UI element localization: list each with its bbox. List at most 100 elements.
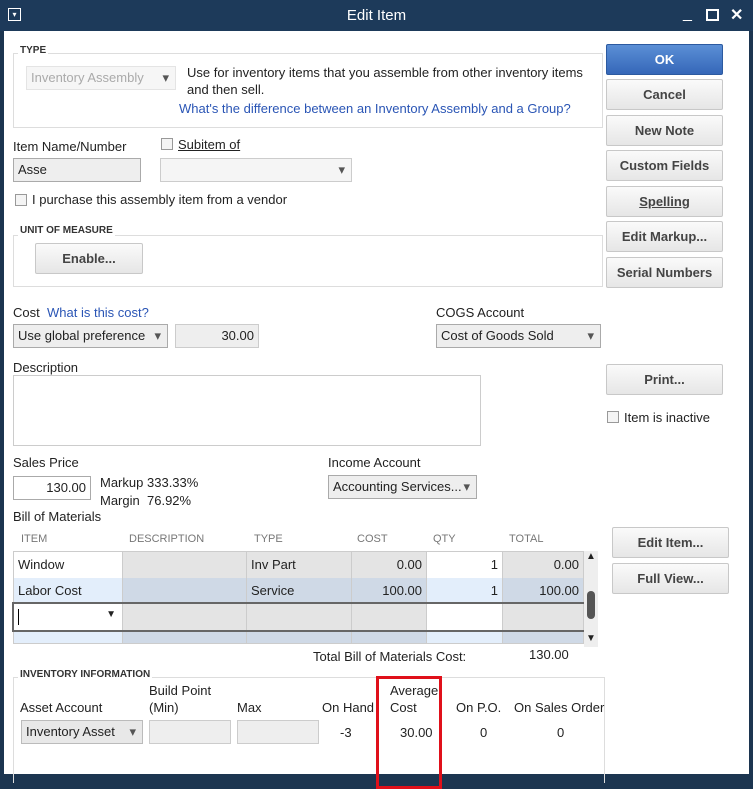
bom-scrollbar[interactable]: ▲ ▼ [584,551,598,647]
cancel-button[interactable]: Cancel [606,79,723,110]
custom-fields-button[interactable]: Custom Fields [606,150,723,181]
assembly-vs-group-link[interactable]: What's the difference between an Invento… [179,101,571,116]
description-label: Description [13,360,79,375]
on-hand-label: On Hand [322,700,375,715]
uom-group [13,235,603,287]
margin-value: 76.92% [147,493,192,508]
item-name-label: Item Name/Number [13,139,127,154]
purchase-from-vendor-label: I purchase this assembly item from a ven… [32,192,288,207]
description-input[interactable] [13,375,481,446]
cogs-account-select[interactable]: Cost of Goods Sold [436,324,601,348]
margin-label: Margin [100,493,140,508]
uom-label: UNIT OF MEASURE [18,225,115,236]
average-cost-label-2: Cost [390,700,417,715]
asset-account-select[interactable]: Inventory Asset [21,720,143,744]
cell-qty[interactable]: 1 [426,577,503,604]
type-select[interactable]: Inventory Assembly [26,66,176,90]
subitem-label: Subitem of [178,137,241,152]
cell-total: 0.00 [502,551,584,578]
cell-item[interactable]: Window [13,551,123,578]
edit-markup-button[interactable]: Edit Markup... [606,221,723,252]
col-qty: QTY [433,533,456,545]
inventory-group [13,677,605,783]
bom-total-label: Total Bill of Materials Cost: [313,649,467,664]
scroll-up-icon[interactable]: ▲ [586,551,596,562]
col-item: ITEM [21,533,48,545]
cell-type: Inv Part [246,551,352,578]
title-bar: ▾ Edit Item _ ✕ [0,0,753,31]
ok-button[interactable]: OK [606,44,723,75]
edit-item-button[interactable]: Edit Item... [612,527,729,558]
bom-grid: Window Inv Part 0.00 1 0.00 Labor Cost S… [11,551,586,644]
enable-uom-button[interactable]: Enable... [35,243,143,274]
serial-numbers-button[interactable]: Serial Numbers [606,257,723,288]
markup-value: 333.33% [147,475,199,490]
max-label: Max [237,700,262,715]
cell-cost: 100.00 [351,577,427,604]
average-cost-highlight [376,676,442,789]
type-label: TYPE [18,45,49,56]
average-cost-label: Average [390,683,439,698]
asset-account-label: Asset Account [20,700,103,715]
on-sales-order-value: 0 [557,725,565,740]
col-description: DESCRIPTION [129,533,205,545]
bom-table: ITEM DESCRIPTION TYPE COST QTY TOTAL Win… [11,529,598,647]
scroll-down-icon[interactable]: ▼ [586,633,596,644]
table-row[interactable]: Labor Cost Service 100.00 1 100.00 [13,577,584,604]
minimize-icon[interactable]: _ [683,5,692,22]
income-account-select[interactable]: Accounting Services... [328,475,477,499]
table-row [13,629,584,644]
table-row[interactable]: Window Inv Part 0.00 1 0.00 [13,551,584,578]
on-po-label: On P.O. [456,700,502,715]
purchase-from-vendor-checkbox[interactable] [15,194,27,206]
on-sales-order-label: On Sales Order [514,700,605,715]
cell-description [122,551,247,578]
cogs-label: COGS Account [436,305,525,320]
new-item-select[interactable]: ▼ [13,603,123,630]
scroll-thumb[interactable] [587,591,595,619]
close-icon[interactable]: ✕ [730,7,744,24]
maximize-icon[interactable] [706,9,719,21]
inactive-checkbox[interactable] [607,411,619,423]
subitem-checkbox[interactable] [161,138,173,150]
build-point-label: Build Point [149,683,212,698]
spelling-button[interactable]: Spelling [606,186,723,217]
on-po-value: 0 [480,725,488,740]
chevron-down-icon: ▼ [106,608,116,620]
cost-input[interactable]: 30.00 [175,324,259,348]
full-view-button[interactable]: Full View... [612,563,729,594]
sales-price-label: Sales Price [13,455,79,470]
build-point-min-label: (Min) [149,700,179,715]
cost-preference-select[interactable]: Use global preference [13,324,168,348]
type-description-2: and then sell. [187,82,265,97]
type-description: Use for inventory items that you assembl… [187,65,583,80]
inventory-label: INVENTORY INFORMATION [18,669,153,680]
max-input[interactable] [237,720,319,744]
system-menu-icon[interactable]: ▾ [8,8,21,21]
cell-item[interactable]: Labor Cost [13,577,123,604]
cell-total: 100.00 [502,577,584,604]
average-cost-value: 30.00 [400,725,433,740]
cost-label: Cost [13,305,40,320]
bom-label: Bill of Materials [13,509,102,524]
bom-total-value: 130.00 [529,647,569,662]
cell-type: Service [246,577,352,604]
cell-qty[interactable]: 1 [426,551,503,578]
type-group [13,53,603,128]
cell-cost: 0.00 [351,551,427,578]
new-note-button[interactable]: New Note [606,115,723,146]
edit-item-dialog: TYPE Inventory Assembly Use for inventor… [4,31,749,789]
col-type: TYPE [254,533,283,545]
window-title: Edit Item [346,7,407,24]
build-point-input[interactable] [149,720,231,744]
print-button[interactable]: Print... [606,364,723,395]
what-is-cost-link[interactable]: What is this cost? [47,305,149,320]
markup-label: Markup [100,475,144,490]
subitem-select[interactable] [160,158,352,182]
table-row-new[interactable]: ▼ [11,601,586,632]
item-name-input[interactable]: Asse [13,158,141,182]
sales-price-input[interactable]: 130.00 [13,476,91,500]
col-total: TOTAL [509,533,544,545]
inactive-label: Item is inactive [624,410,710,425]
income-account-label: Income Account [328,455,421,470]
